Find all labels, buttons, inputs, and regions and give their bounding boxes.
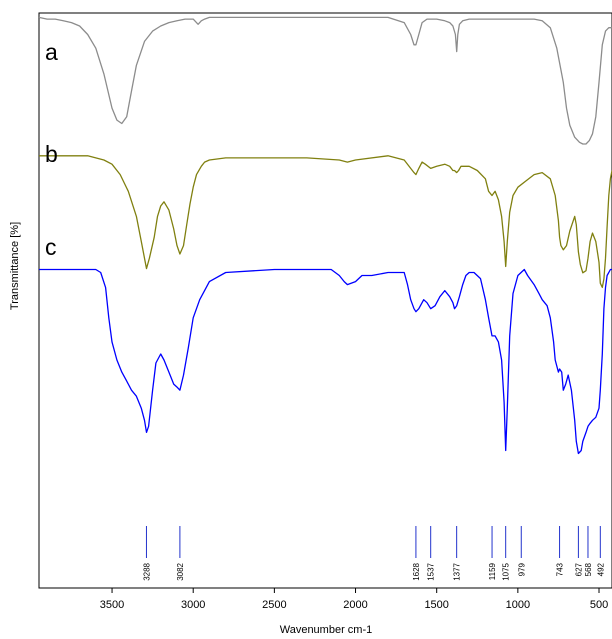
peak-label-1628: 1628 [412, 562, 421, 580]
x-tick-label-2000: 2000 [343, 599, 367, 611]
peak-label-1537: 1537 [427, 562, 436, 580]
peak-label-979: 979 [517, 562, 526, 576]
x-tick-label-1500: 1500 [424, 599, 448, 611]
y-axis-title: Transmittance [%] [9, 222, 21, 310]
x-tick-label-3000: 3000 [181, 599, 205, 611]
peak-label-3288: 3288 [142, 562, 151, 580]
x-tick-label-2500: 2500 [262, 599, 286, 611]
peak-label-3082: 3082 [176, 562, 185, 580]
series-line-c [39, 268, 612, 455]
peak-label-492: 492 [596, 562, 605, 576]
x-axis-title: Wavenumber cm-1 [280, 624, 373, 636]
plot-frame [38, 12, 612, 589]
panel-labels: a b c [45, 39, 58, 260]
x-axis: 3500 3000 2500 2000 1500 1000 500 [100, 588, 608, 611]
spectra-series [38, 16, 612, 455]
panel-label-c: c [45, 234, 57, 260]
series-line-a [38, 16, 612, 145]
peak-markers: 3288 3082 1628 1537 1377 1159 1075 979 743 627 568… [142, 526, 605, 581]
x-tick-label-500: 500 [590, 599, 608, 611]
peak-label-568: 568 [584, 562, 593, 576]
series-line-b [39, 155, 612, 289]
x-tick-label-3500: 3500 [100, 599, 124, 611]
x-tick-label-1000: 1000 [506, 599, 530, 611]
panel-label-b: b [45, 141, 58, 167]
peak-label-1075: 1075 [502, 562, 511, 580]
peak-label-627: 627 [574, 562, 583, 576]
peak-label-1377: 1377 [453, 562, 462, 580]
peak-label-743: 743 [556, 562, 565, 576]
panel-label-a: a [45, 39, 58, 65]
peak-label-1159: 1159 [488, 562, 497, 580]
